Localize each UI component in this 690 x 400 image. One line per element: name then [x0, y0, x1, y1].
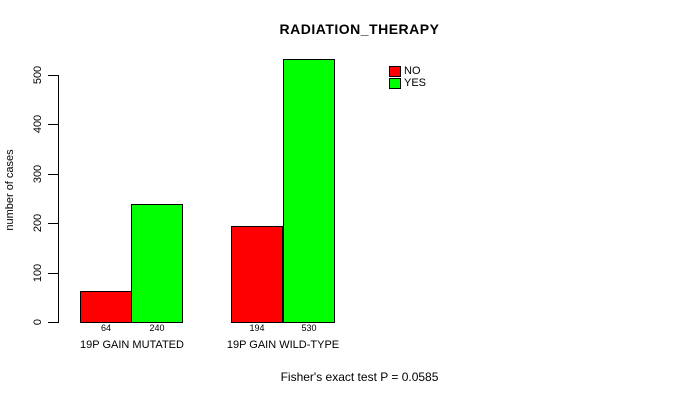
y-axis-tick-500 — [48, 75, 58, 76]
legend-label-yes: YES — [404, 77, 427, 89]
legend: NO YES — [389, 65, 426, 89]
bar-no-group2 — [231, 226, 283, 323]
bar-value-label-no-group1: 64 — [100, 323, 111, 333]
chart-title: RADIATION_THERAPY — [279, 21, 440, 37]
y-axis-tick-0 — [48, 322, 58, 323]
bar-value-label-yes-group2: 530 — [301, 323, 317, 333]
legend-item-yes: YES — [389, 77, 426, 89]
y-axis-tick-200 — [48, 223, 58, 224]
bar-yes-group1 — [131, 204, 183, 323]
fisher-test-note: Fisher's exact test P = 0.0585 — [280, 370, 439, 384]
x-category-label-wild-type: 19P GAIN WILD-TYPE — [226, 339, 340, 351]
y-axis-tick-400 — [48, 124, 58, 125]
y-axis-tick-300 — [48, 174, 58, 175]
y-axis-tick-100 — [48, 273, 58, 274]
bar-yes-group2 — [283, 59, 335, 323]
bar-value-label-yes-group1: 240 — [149, 323, 165, 333]
legend-swatch-no-icon — [389, 65, 401, 77]
x-category-label-mutated: 19P GAIN MUTATED — [80, 339, 184, 351]
legend-swatch-yes-icon — [389, 77, 401, 89]
bar-no-group1 — [80, 291, 132, 323]
legend-item-no: NO — [389, 65, 426, 77]
legend-label-no: NO — [404, 65, 421, 77]
y-axis-line — [58, 75, 59, 323]
bar-value-label-no-group2: 194 — [249, 323, 265, 333]
